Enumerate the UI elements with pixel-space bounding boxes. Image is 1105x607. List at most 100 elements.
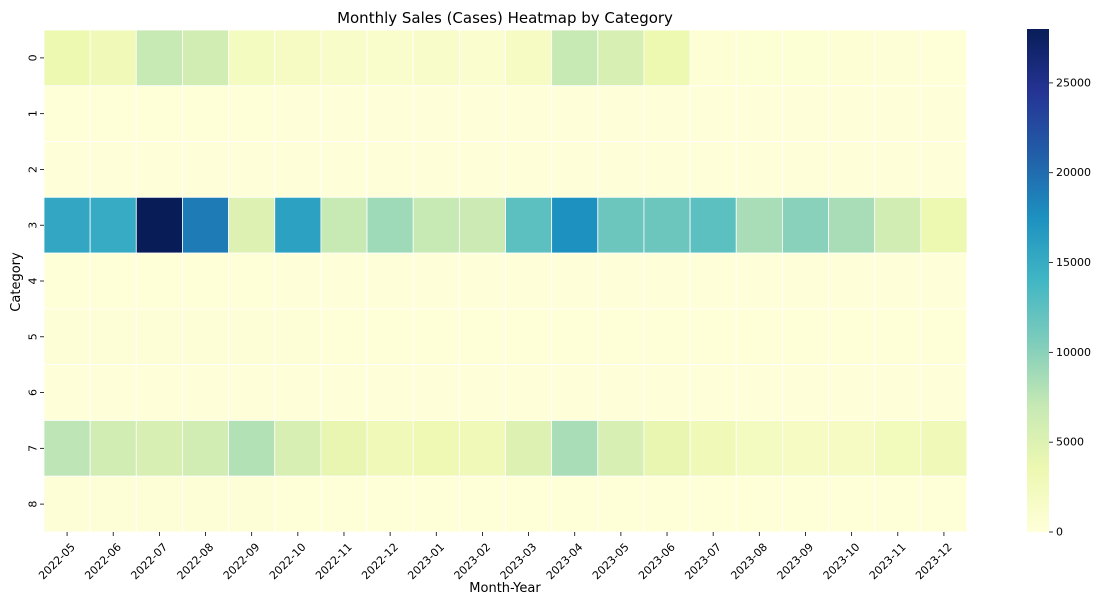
heatmap-cell — [505, 29, 553, 87]
heatmap-cell — [182, 475, 229, 533]
heatmap-cell — [782, 364, 829, 421]
heatmap-cell — [274, 364, 322, 421]
heatmap-cell — [320, 196, 368, 254]
heatmap-cell — [43, 475, 91, 533]
heatmap-cell — [782, 141, 829, 198]
heatmap-cell — [689, 308, 737, 366]
heatmap-cell — [320, 364, 368, 421]
heatmap-cell — [182, 364, 229, 421]
heatmap-cell — [689, 29, 737, 87]
heatmap-cell — [182, 141, 229, 198]
x-tick-label: 2022-12 — [359, 541, 401, 583]
colorbar-tick-label: 5000 — [1056, 436, 1084, 449]
heatmap-cell — [320, 141, 368, 198]
heatmap-cell — [320, 420, 368, 477]
colorbar-tick-label: 20000 — [1056, 166, 1091, 179]
y-tick-label: 1 — [27, 110, 40, 117]
heatmap-cell — [643, 420, 691, 477]
heatmap-cell — [643, 308, 691, 366]
heatmap-cell — [458, 252, 506, 310]
heatmap-cell — [597, 29, 645, 87]
heatmap-cell — [228, 308, 276, 366]
heatmap-cell — [182, 29, 229, 87]
heatmap-cell — [366, 475, 414, 533]
heatmap-cell — [274, 29, 322, 87]
heatmap-cell — [920, 252, 968, 310]
x-tick-label: 2023-03 — [498, 541, 540, 583]
heatmap-cell — [735, 308, 783, 366]
heatmap-cell — [182, 308, 229, 366]
heatmap-cells — [43, 29, 968, 533]
heatmap-cell — [874, 196, 922, 254]
heatmap-cell — [228, 364, 276, 421]
heatmap-cell — [135, 308, 183, 366]
heatmap-cell — [643, 364, 691, 421]
heatmap-cell — [274, 252, 322, 310]
heatmap-cell — [597, 196, 645, 254]
heatmap-cell — [828, 85, 876, 142]
heatmap-cell — [782, 252, 829, 310]
heatmap-cell — [274, 196, 322, 254]
heatmap-cell — [182, 85, 229, 142]
heatmap-cell — [689, 196, 737, 254]
heatmap-cell — [874, 475, 922, 533]
heatmap-cell — [228, 196, 276, 254]
heatmap-cell — [782, 420, 829, 477]
x-tick-label: 2023-04 — [544, 541, 586, 583]
heatmap-cell — [828, 475, 876, 533]
x-tick-label: 2023-12 — [913, 541, 955, 583]
colorbar: 0 5000 10000 15000 20000 25000 — [1027, 29, 1091, 539]
heatmap-cell — [135, 252, 183, 310]
x-tick-label: 2023-01 — [405, 541, 447, 583]
heatmap-cell — [274, 475, 322, 533]
heatmap-cell — [597, 252, 645, 310]
heatmap-cell — [735, 29, 783, 87]
heatmap-cell — [320, 308, 368, 366]
y-tick-label: 4 — [27, 278, 40, 285]
heatmap-cell — [43, 420, 91, 477]
heatmap-cell — [274, 85, 322, 142]
heatmap-cell — [89, 85, 137, 142]
heatmap-cell — [366, 141, 414, 198]
heatmap-cell — [228, 85, 276, 142]
heatmap-cell — [828, 364, 876, 421]
colorbar-tick-label: 10000 — [1056, 346, 1091, 359]
heatmap-cell — [135, 85, 183, 142]
x-tick-label: 2023-07 — [682, 541, 724, 583]
heatmap-cell — [551, 252, 599, 310]
heatmap-cell — [828, 252, 876, 310]
y-tick-label: 0 — [27, 54, 40, 61]
heatmap-cell — [412, 364, 460, 421]
heatmap-cell — [458, 420, 506, 477]
x-tick-label: 2023-09 — [775, 541, 817, 583]
heatmap-cell — [782, 308, 829, 366]
heatmap-cell — [458, 364, 506, 421]
heatmap-cell — [735, 252, 783, 310]
heatmap-cell — [43, 252, 91, 310]
colorbar-tick-label: 15000 — [1056, 256, 1091, 269]
heatmap-cell — [551, 85, 599, 142]
heatmap-cell — [505, 196, 553, 254]
heatmap-cell — [505, 420, 553, 477]
heatmap-cell — [43, 308, 91, 366]
heatmap-cell — [320, 85, 368, 142]
heatmap-cell — [366, 29, 414, 87]
heatmap-cell — [412, 420, 460, 477]
y-axis-ticks: 0 1 2 3 4 5 6 7 8 — [27, 54, 44, 508]
y-tick-label: 6 — [27, 389, 40, 396]
heatmap-cell — [551, 364, 599, 421]
heatmap-cell — [828, 196, 876, 254]
heatmap-cell — [458, 475, 506, 533]
heatmap-cell — [182, 420, 229, 477]
heatmap-cell — [689, 364, 737, 421]
heatmap-cell — [366, 85, 414, 142]
heatmap-cell — [505, 475, 553, 533]
heatmap-cell — [920, 141, 968, 198]
heatmap-cell — [828, 420, 876, 477]
heatmap-cell — [782, 29, 829, 87]
heatmap-cell — [735, 196, 783, 254]
heatmap-cell — [597, 308, 645, 366]
heatmap-cell — [551, 141, 599, 198]
heatmap-cell — [89, 364, 137, 421]
heatmap-cell — [735, 141, 783, 198]
